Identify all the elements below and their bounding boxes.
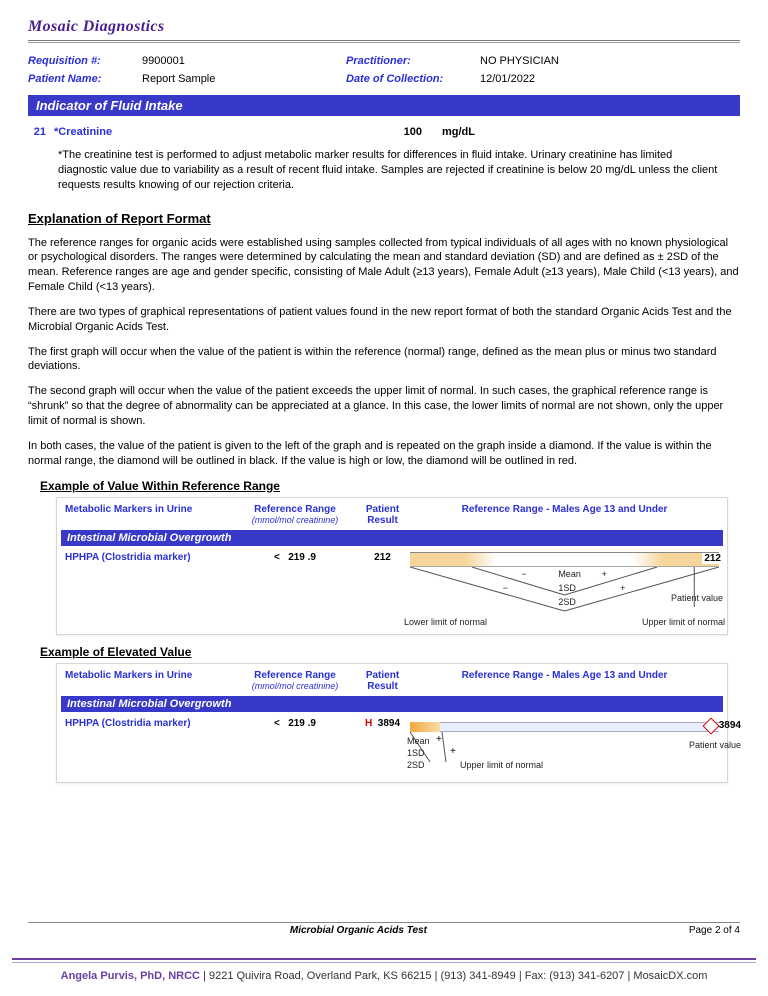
- prac-label: Practitioner:: [346, 55, 476, 67]
- lbl2-upper: Upper limit of normal: [460, 760, 543, 770]
- para-3: The first graph will occur when the valu…: [28, 345, 740, 375]
- date-label: Date of Collection:: [346, 73, 476, 85]
- indicator-name: *Creatinine: [54, 126, 354, 138]
- section-bar: Indicator of Fluid Intake: [28, 95, 740, 116]
- header-info: Requisition #: 9900001 Practitioner: NO …: [28, 55, 740, 85]
- lbl-1sd: 1SD: [558, 583, 576, 593]
- lbl-lower: Lower limit of normal: [404, 617, 487, 627]
- chart1-value: 212: [702, 553, 723, 564]
- lbl2-2sd: 2SD: [407, 760, 425, 770]
- header-rule: [28, 40, 740, 41]
- ex2-pat: H 3894: [355, 718, 410, 729]
- indicator-row: 21 *Creatinine 100 mg/dL: [28, 126, 740, 138]
- chart2-value: 3894: [719, 720, 741, 731]
- col-ref-sub: (mmol/mol creatinine): [235, 515, 355, 525]
- lbl2-1sd: 1SD: [407, 748, 425, 758]
- example2-heading: Example of Elevated Value: [40, 645, 740, 659]
- col-pat: Patient Result: [355, 504, 410, 526]
- footer-rule: [12, 958, 756, 960]
- col-graph: Reference Range - Males Age 13 and Under: [410, 504, 719, 526]
- col-pat-2: Patient Result: [355, 670, 410, 692]
- footer-rule-2: [12, 962, 756, 963]
- example1-box: Metabolic Markers in Urine Reference Ran…: [56, 497, 728, 635]
- date-value: 12/01/2022: [480, 73, 650, 85]
- ex2-marker: HPHPA (Clostridia marker): [65, 718, 235, 729]
- lbl-upper: Upper limit of normal: [642, 617, 725, 627]
- flag-h: H: [365, 718, 372, 729]
- chart-within-range: 212 Mean − + 1SD − + 2SD: [410, 552, 719, 630]
- para-2: There are two types of graphical represe…: [28, 305, 740, 335]
- lbl-pv: Patient value: [671, 593, 723, 603]
- lbl2-mean: Mean: [407, 736, 430, 746]
- patient-label: Patient Name:: [28, 73, 138, 85]
- para-4: The second graph will occur when the val…: [28, 384, 740, 429]
- example2-section-bar: Intestinal Microbial Overgrowth: [61, 696, 723, 712]
- indicator-unit: mg/dL: [442, 126, 475, 138]
- lbl2-pv: Patient value: [689, 740, 741, 750]
- example1-heading: Example of Value Within Reference Range: [40, 479, 740, 493]
- col-marker: Metabolic Markers in Urine: [65, 504, 235, 526]
- creatinine-note: *The creatinine test is performed to adj…: [58, 148, 720, 193]
- footer-page: Page 2 of 4: [689, 925, 740, 936]
- header-rule-2: [28, 42, 740, 43]
- col-graph-2: Reference Range - Males Age 13 and Under: [410, 670, 719, 692]
- req-value: 9900001: [142, 55, 342, 67]
- para-5: In both cases, the value of the patient …: [28, 439, 740, 469]
- prac-value: NO PHYSICIAN: [480, 55, 650, 67]
- para-1: The reference ranges for organic acids w…: [28, 236, 740, 295]
- col-ref-2: Reference Range (mmol/mol creatinine): [235, 670, 355, 692]
- ex1-ref: < 219 .9: [235, 552, 355, 563]
- footer-signer: Angela Purvis, PhD, NRCC: [61, 970, 200, 982]
- lbl-mean: Mean: [558, 569, 581, 579]
- example2-box: Metabolic Markers in Urine Reference Ran…: [56, 663, 728, 783]
- ex1-pat: 212: [355, 552, 410, 563]
- indicator-value: 100: [362, 126, 422, 138]
- explanation-heading: Explanation of Report Format: [28, 211, 740, 226]
- lbl-2sd: 2SD: [558, 597, 576, 607]
- ex1-marker: HPHPA (Clostridia marker): [65, 552, 235, 563]
- patient-value: Report Sample: [142, 73, 342, 85]
- indicator-number: 21: [28, 126, 46, 138]
- example1-section-bar: Intestinal Microbial Overgrowth: [61, 530, 723, 546]
- col-ref: Reference Range (mmol/mol creatinine): [235, 504, 355, 526]
- footer-test-name: Microbial Organic Acids Test: [290, 925, 427, 936]
- chart-elevated: 3894 Mean + + 1SD 2SD Upper limit of nor…: [410, 718, 719, 778]
- col-marker-2: Metabolic Markers in Urine: [65, 670, 235, 692]
- page-footer-bar: Microbial Organic Acids Test Page 2 of 4: [28, 922, 740, 936]
- footer-contact: Angela Purvis, PhD, NRCC | 9221 Quivira …: [0, 970, 768, 982]
- req-label: Requisition #:: [28, 55, 138, 67]
- company-name: Mosaic Diagnostics: [28, 18, 740, 40]
- ex2-ref: < 219 .9: [235, 718, 355, 729]
